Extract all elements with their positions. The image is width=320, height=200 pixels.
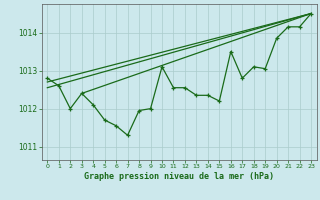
- X-axis label: Graphe pression niveau de la mer (hPa): Graphe pression niveau de la mer (hPa): [84, 172, 274, 181]
